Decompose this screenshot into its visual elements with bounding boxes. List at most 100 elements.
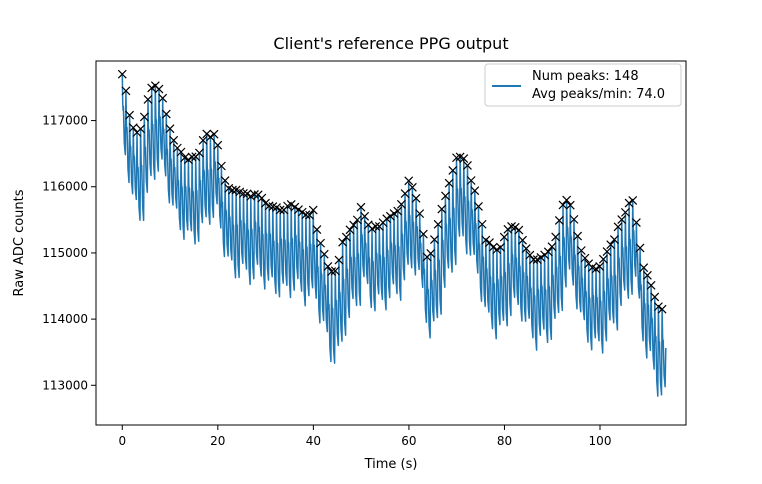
peak-marker <box>400 189 410 198</box>
peak-marker <box>371 222 381 231</box>
peak-marker <box>437 204 447 214</box>
y-tick-label: 113000 <box>42 378 88 392</box>
peak-marker <box>407 182 417 192</box>
peak-marker <box>426 248 436 258</box>
peak-marker <box>496 242 505 252</box>
peak-marker <box>316 238 326 248</box>
peak-markers <box>117 69 667 314</box>
peak-marker <box>452 153 461 163</box>
peak-marker <box>360 211 370 221</box>
peak-marker <box>385 211 395 221</box>
peak-marker <box>565 200 575 210</box>
peak-marker <box>165 124 175 134</box>
peak-marker <box>158 93 168 103</box>
peak-marker <box>485 238 494 247</box>
peak-marker <box>330 266 340 276</box>
peak-marker <box>639 263 649 273</box>
peak-marker <box>242 189 252 199</box>
peak-marker <box>323 262 333 271</box>
peak-marker <box>345 225 355 235</box>
peak-marker <box>319 249 329 259</box>
peak-marker <box>558 200 568 210</box>
peak-marker <box>352 215 362 225</box>
peak-marker <box>529 255 539 264</box>
peak-marker <box>228 185 237 195</box>
peak-marker <box>176 147 186 157</box>
peak-marker <box>430 235 439 244</box>
peak-marker <box>301 210 311 220</box>
peak-marker <box>481 235 491 245</box>
peak-marker <box>187 152 197 162</box>
x-tick-label: 60 <box>401 434 416 448</box>
peak-marker <box>169 135 179 145</box>
peak-marker <box>121 86 131 96</box>
peak-marker <box>591 264 601 274</box>
peak-marker <box>250 190 259 199</box>
peak-marker <box>213 140 223 150</box>
peak-marker <box>209 129 219 139</box>
peak-marker <box>654 302 663 312</box>
y-axis-ticks: 113000 114000 115000 116000 117000 <box>42 114 96 392</box>
peak-marker <box>341 232 351 242</box>
peak-marker <box>646 280 656 290</box>
peak-marker <box>411 193 421 203</box>
plot-frame <box>95 60 687 426</box>
peak-marker <box>459 154 469 164</box>
peak-marker <box>543 247 553 257</box>
peak-marker <box>617 215 627 224</box>
peak-marker <box>294 205 303 214</box>
peak-marker <box>308 205 318 215</box>
peak-marker <box>393 206 403 216</box>
peak-marker <box>554 216 564 225</box>
x-tick-label: 80 <box>497 434 512 448</box>
peak-marker <box>143 95 153 104</box>
peak-marker <box>389 209 399 219</box>
peak-marker <box>547 242 557 252</box>
peak-marker <box>305 210 314 220</box>
peak-marker <box>606 240 616 250</box>
peak-marker <box>569 214 579 224</box>
peak-marker <box>117 69 127 79</box>
peak-marker <box>477 219 487 229</box>
peak-marker <box>613 222 623 232</box>
peak-marker <box>161 109 171 119</box>
peak-marker <box>499 232 509 242</box>
legend-entry-peaks: Num peaks: 148 <box>532 69 639 84</box>
y-tick-label: 117000 <box>42 114 88 128</box>
peak-marker <box>635 243 645 253</box>
peak-marker <box>562 195 572 205</box>
peak-marker <box>418 229 428 239</box>
peak-marker <box>349 220 359 230</box>
peak-marker <box>396 199 406 209</box>
peak-marker <box>125 110 135 120</box>
peak-marker <box>290 202 300 212</box>
legend: Num peaks: 148 Avg peaks/min: 74.0 <box>484 63 682 107</box>
peak-marker <box>128 123 138 133</box>
peak-marker <box>286 200 296 209</box>
y-axis-label: Raw ADC counts <box>12 189 27 296</box>
peak-marker <box>338 237 348 247</box>
x-tick-label: 0 <box>118 434 126 448</box>
peak-marker <box>382 214 392 224</box>
peak-marker <box>327 267 337 276</box>
peak-marker <box>312 225 322 234</box>
peak-marker <box>239 188 248 198</box>
y-tick-label: 114000 <box>42 312 88 326</box>
peak-marker <box>580 253 590 263</box>
peak-marker <box>551 232 561 242</box>
peak-marker <box>595 261 605 271</box>
peak-marker <box>463 160 472 170</box>
legend-entry-rate: Avg peaks/min: 74.0 <box>532 87 665 102</box>
peak-marker <box>444 178 454 188</box>
peak-marker <box>441 191 450 201</box>
chart-title: Client's reference PPG output <box>273 34 508 53</box>
peak-marker <box>650 292 660 302</box>
x-tick-label: 100 <box>589 434 612 448</box>
peak-marker <box>183 155 193 165</box>
peak-marker <box>573 231 583 241</box>
x-axis-label: Time (s) <box>364 457 418 472</box>
peak-marker <box>518 235 527 245</box>
peak-marker <box>598 254 608 264</box>
